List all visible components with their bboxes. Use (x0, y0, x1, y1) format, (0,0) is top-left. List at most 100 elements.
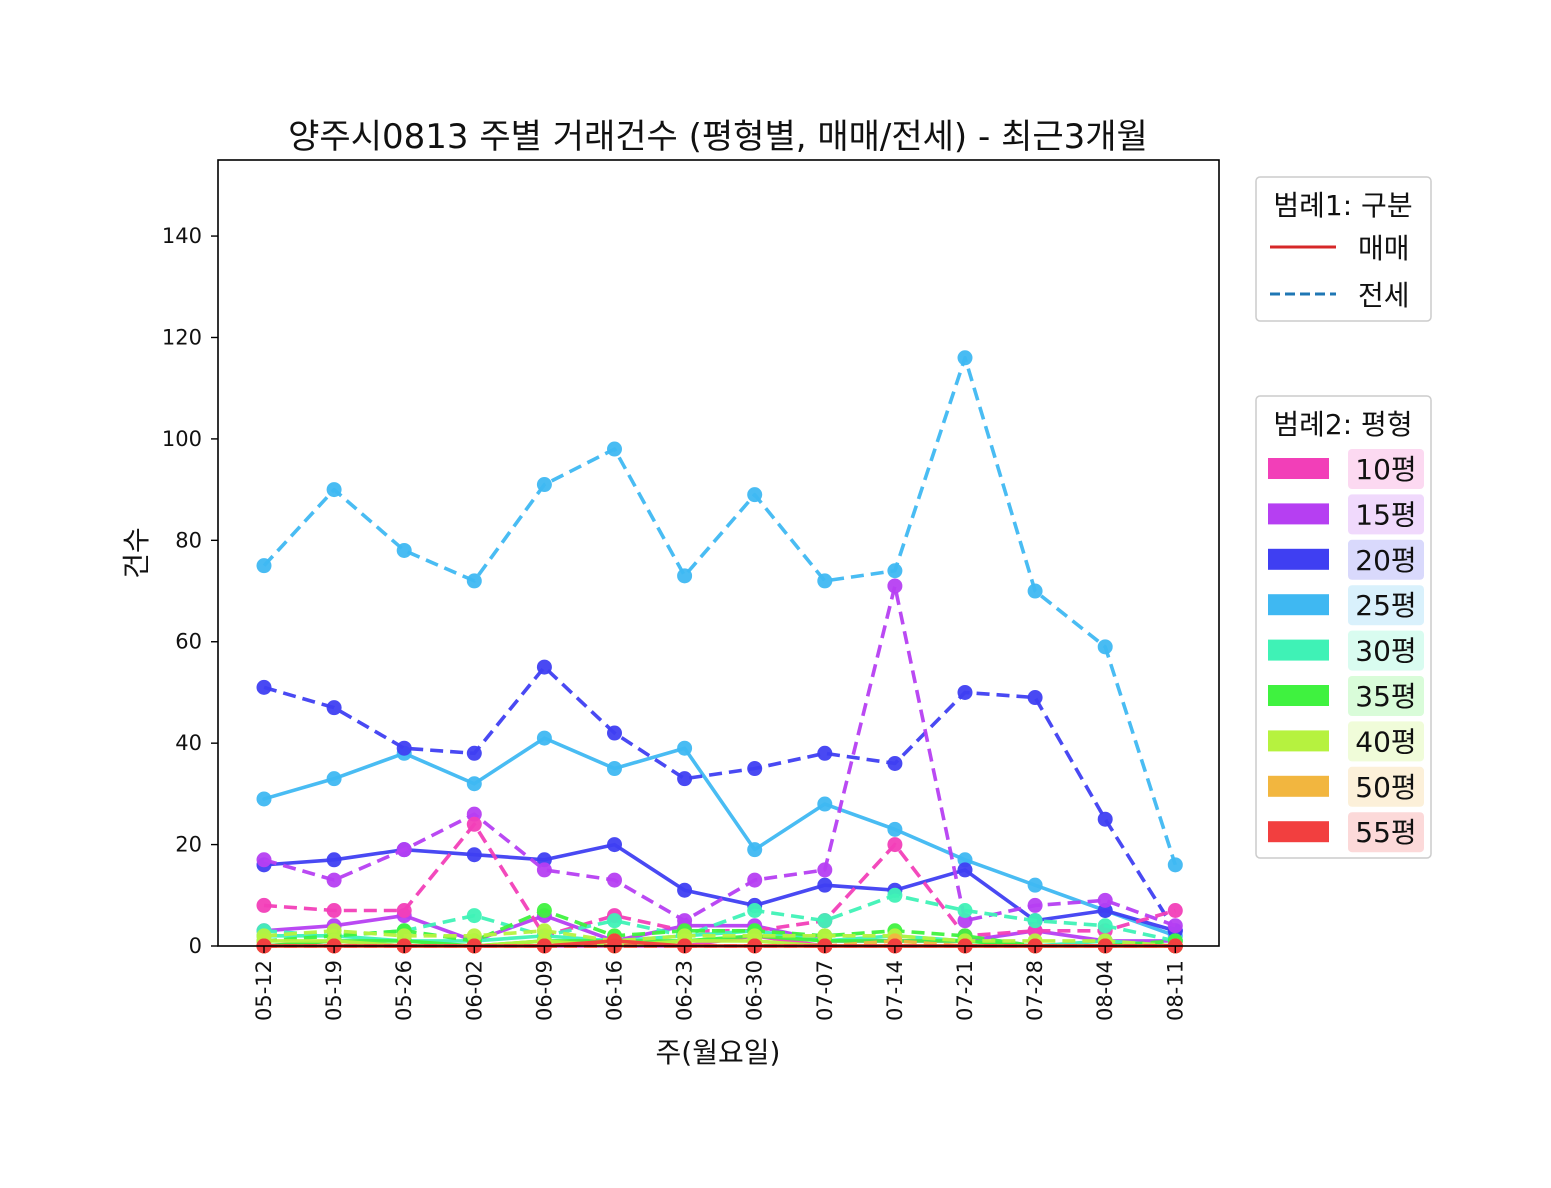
data-point (396, 903, 412, 919)
data-point (677, 771, 693, 787)
y-tick-label: 140 (162, 224, 202, 248)
data-point (466, 847, 482, 863)
series-20평-전세 (256, 659, 1183, 939)
data-point (1097, 811, 1113, 827)
legend-size-label: 25평 (1355, 589, 1416, 622)
y-tick-label: 60 (175, 630, 202, 654)
series-line (263, 893, 1176, 943)
data-point (957, 862, 973, 878)
data-point (1167, 857, 1183, 873)
data-point (607, 761, 622, 777)
data-point (817, 862, 833, 878)
x-tick-label: 07-14 (883, 960, 907, 1021)
y-tick-label: 120 (162, 325, 202, 349)
data-point (536, 862, 552, 878)
data-point (396, 842, 412, 858)
data-point (1167, 918, 1183, 934)
data-point (747, 487, 763, 503)
legend-size-label: 15평 (1355, 498, 1416, 531)
legend-kind-label: 전세 (1358, 279, 1410, 312)
data-point (677, 740, 693, 756)
data-point (256, 791, 272, 807)
data-point (1027, 877, 1043, 893)
data-point (607, 837, 622, 853)
x-tick-label: 06-23 (673, 960, 697, 1021)
legend-size-swatch (1268, 503, 1329, 525)
legend-size-label: 30평 (1355, 635, 1416, 668)
data-point (887, 837, 903, 853)
legend-size-swatch (1268, 458, 1329, 479)
legend-size-label-bg (1348, 812, 1424, 853)
series-line (262, 842, 1178, 933)
x-tick-label: 06-09 (532, 960, 556, 1021)
data-point (957, 684, 973, 700)
y-tick-label: 40 (175, 731, 202, 755)
legend-size: 범례2: 평형 10평 15평 20평 25평 30평 35평 40평 50평 55평 (1255, 395, 1432, 859)
data-point (887, 821, 903, 837)
plot-area (256, 350, 1183, 954)
data-point (256, 897, 272, 913)
data-point (887, 887, 903, 903)
data-point (466, 908, 482, 924)
data-point (1027, 913, 1043, 929)
legend-size-swatch (1268, 821, 1329, 843)
legend-size-entries: 10평 15평 20평 25평 30평 35평 40평 50평 55평 (1268, 449, 1424, 853)
data-point (1027, 583, 1043, 599)
legend-size-label-bg (1348, 585, 1424, 626)
data-point (887, 578, 903, 594)
legend-size-label-bg (1348, 539, 1424, 580)
x-tick-label: 07-21 (953, 960, 977, 1021)
legend-size-label-bg (1348, 676, 1424, 716)
data-point (887, 563, 903, 579)
y-tick-label: 80 (175, 528, 202, 552)
legend-size-label-bg (1348, 766, 1424, 807)
chart-title: 양주시0813 주별 거래건수 (평형별, 매매/전세) - 최근3개월 (288, 117, 1148, 157)
data-point (326, 872, 342, 888)
data-point (607, 872, 622, 888)
legend-size-swatch (1268, 685, 1329, 706)
legend-size-label-bg (1348, 630, 1424, 671)
legend-size-label: 10평 (1355, 453, 1416, 486)
legend-kind-frame (1255, 176, 1432, 322)
series-line (262, 736, 1178, 938)
data-point (536, 903, 552, 919)
x-tick-label: 05-12 (252, 960, 276, 1021)
x-tick-label: 07-28 (1023, 960, 1047, 1021)
data-point (256, 852, 272, 868)
legend-size-swatch (1268, 594, 1329, 616)
data-point (747, 761, 763, 777)
data-point (607, 441, 622, 457)
data-point (607, 933, 622, 949)
data-point (256, 558, 272, 574)
legend-size-label-bg (1348, 449, 1424, 489)
data-point (466, 573, 482, 589)
legend-size-label: 55평 (1355, 816, 1416, 849)
x-tick-label: 07-07 (813, 960, 837, 1021)
axes-frame (217, 159, 1220, 947)
x-tick-label: 08-04 (1093, 960, 1117, 1021)
legend-kind-label: 매매 (1358, 232, 1410, 265)
legend-size-swatch (1268, 548, 1329, 570)
data-point (887, 755, 903, 771)
legend-size-swatch (1268, 639, 1329, 661)
data-point (466, 745, 482, 761)
data-point (326, 771, 342, 787)
data-point (466, 776, 482, 792)
data-point (256, 679, 272, 695)
legend-size-label-bg (1348, 721, 1424, 762)
data-point (536, 477, 552, 493)
data-point (1097, 918, 1113, 934)
data-point (1167, 903, 1183, 919)
x-tick-label: 05-26 (392, 960, 416, 1021)
data-point (747, 872, 763, 888)
legend-size-swatch (1268, 730, 1329, 752)
x-tick-label: 06-02 (462, 960, 486, 1021)
x-tick-label: 06-30 (743, 960, 767, 1021)
legend-size-label: 50평 (1355, 771, 1416, 804)
data-point (677, 882, 693, 898)
y-axis-label: 건수 (120, 527, 153, 579)
data-point (1027, 897, 1043, 913)
data-point (747, 842, 763, 858)
series-line (263, 584, 1176, 928)
